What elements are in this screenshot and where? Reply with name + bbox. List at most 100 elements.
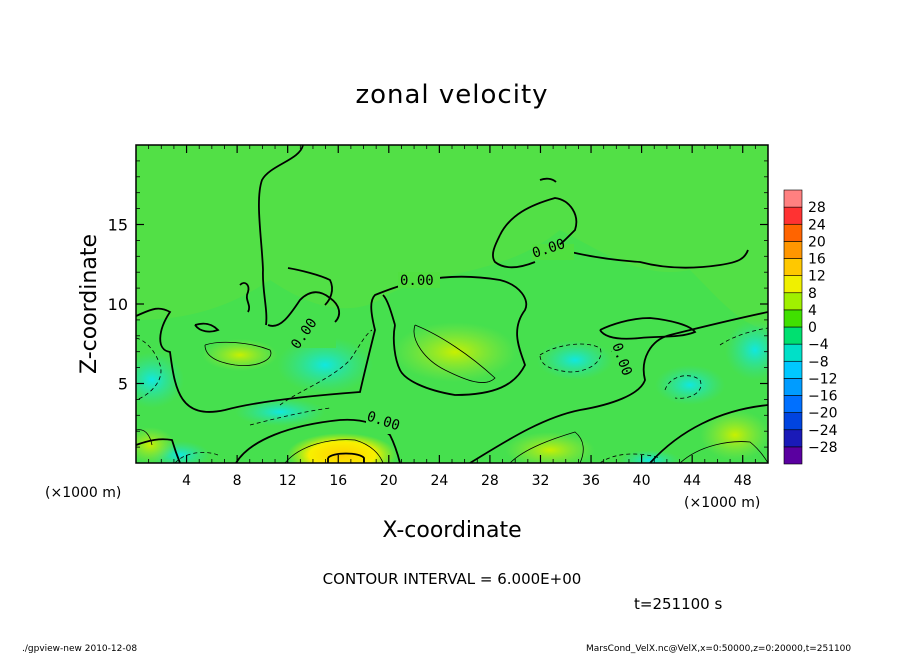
positive-patch: [202, 339, 278, 371]
contour-line: [136, 429, 153, 446]
contour-line: [287, 267, 333, 306]
zero-contours: [136, 145, 768, 463]
contour-line: [136, 438, 181, 463]
colorbar-label: 16: [808, 252, 826, 268]
cyan-patch: [655, 365, 725, 405]
x-axis-label: X-coordinate: [382, 518, 521, 543]
y-ticks: 5 10 15: [108, 160, 768, 448]
contour-line: [235, 418, 401, 463]
x-tick-label: 28: [481, 473, 499, 489]
footer-left: ./gpview-new 2010-12-08: [22, 644, 137, 654]
positive-patch: [287, 433, 397, 463]
colorbar-swatch: [783, 412, 803, 431]
colorbar-label: 24: [808, 217, 826, 233]
cyan-patch: [235, 398, 325, 426]
x-tick-label: 36: [582, 473, 600, 489]
colorbar-swatch: [783, 395, 803, 413]
x-tick-label: 24: [430, 473, 448, 489]
cyan-patch: [277, 337, 373, 393]
x-tick-label: 44: [683, 473, 701, 489]
x-tick-label: 4: [182, 473, 191, 489]
x-tick-label: 12: [279, 473, 297, 489]
colorbar-label: −12: [808, 371, 838, 387]
colorbar-swatch: [783, 378, 803, 396]
plot-area: 0.00 0.00 0.00 0.00 0.00: [136, 145, 768, 463]
cyan-patch: [725, 320, 768, 380]
contour-line: [174, 452, 219, 463]
colorbar-label: −28: [808, 440, 838, 456]
contour-line: [382, 294, 396, 326]
y-axis-label: Z-coordinate: [77, 234, 102, 374]
positive-patch: [700, 410, 768, 460]
contour-line: [136, 275, 528, 413]
x-unit-left: (×1000 m): [45, 485, 121, 501]
contour-line: [599, 317, 697, 340]
colorbar-label: 28: [808, 200, 826, 216]
contour-line: [249, 407, 331, 426]
colorbar-label: 4: [808, 303, 817, 319]
colorbar-swatch: [783, 360, 803, 379]
colorbar-swatch: [783, 429, 803, 448]
colorbar-swatch: [783, 292, 803, 311]
colorbar-swatch: [783, 258, 803, 276]
contour-line: [136, 337, 162, 401]
contour-line: [679, 441, 768, 463]
contour-line: [258, 145, 304, 326]
colorbar-label: −16: [808, 389, 838, 405]
colorbar-label: 12: [808, 269, 826, 285]
contour-label: 0.00: [400, 273, 434, 289]
x-unit-right: (×1000 m): [684, 495, 760, 511]
x-tick-label: 32: [532, 473, 550, 489]
x-tick-label: 40: [633, 473, 651, 489]
contour-line: [284, 439, 384, 463]
positive-patch: [505, 432, 595, 463]
positive-contours: [136, 324, 768, 463]
cyan-patch: [537, 340, 613, 380]
contour-line: [267, 291, 341, 327]
colorbar-label: −24: [808, 423, 838, 439]
contour-line: [492, 234, 536, 269]
colorbar-swatch: [783, 223, 803, 242]
colorbar-label: −4: [808, 337, 829, 353]
contour-line: [539, 343, 602, 373]
y-tick-label: 10: [108, 295, 128, 314]
contour-line: [239, 282, 251, 313]
x-ticks: 4 8 12 16 20 24 28 32 36 40 44 48: [148, 145, 756, 489]
negative-contours: [136, 327, 768, 463]
contour-line: [469, 311, 768, 463]
y-tick-label: 5: [118, 375, 128, 394]
positive-patch: [393, 322, 517, 382]
colorbar-swatch: [783, 206, 803, 225]
contour-line: [204, 341, 272, 366]
contour-line: [279, 329, 373, 406]
chart-title: zonal velocity: [355, 80, 548, 110]
contour-line: [327, 452, 365, 463]
time-label: t=251100 s: [634, 595, 722, 613]
x-tick-label: 8: [233, 473, 242, 489]
y-tick-label: 15: [108, 216, 128, 235]
colorbar-swatch: [783, 446, 803, 465]
colorbar-swatch: [783, 275, 803, 294]
cyan-patch: [620, 450, 680, 463]
contour-line: [649, 404, 768, 463]
contour-line: [509, 431, 584, 463]
contour-line: [539, 177, 557, 183]
contour-interval: CONTOUR INTERVAL = 6.000E+00: [323, 570, 582, 588]
x-tick-label: 20: [380, 473, 398, 489]
x-tick-label: 16: [329, 473, 347, 489]
field-upper-region: [136, 145, 768, 330]
contour-line: [194, 322, 220, 333]
contour-line: [413, 324, 496, 383]
colorbar-label: −20: [808, 406, 838, 422]
colorbar-swatch: [783, 343, 803, 362]
colorbar-label: 0: [808, 320, 817, 336]
colorbar-label: 20: [808, 234, 826, 250]
x-tick-label: 48: [734, 473, 752, 489]
colorbar-swatch: [783, 241, 803, 259]
colorbar-label: −8: [808, 354, 829, 370]
contour-line: [599, 453, 661, 463]
colorbar-swatch: [783, 309, 803, 328]
colorbar-swatch: [783, 326, 803, 345]
